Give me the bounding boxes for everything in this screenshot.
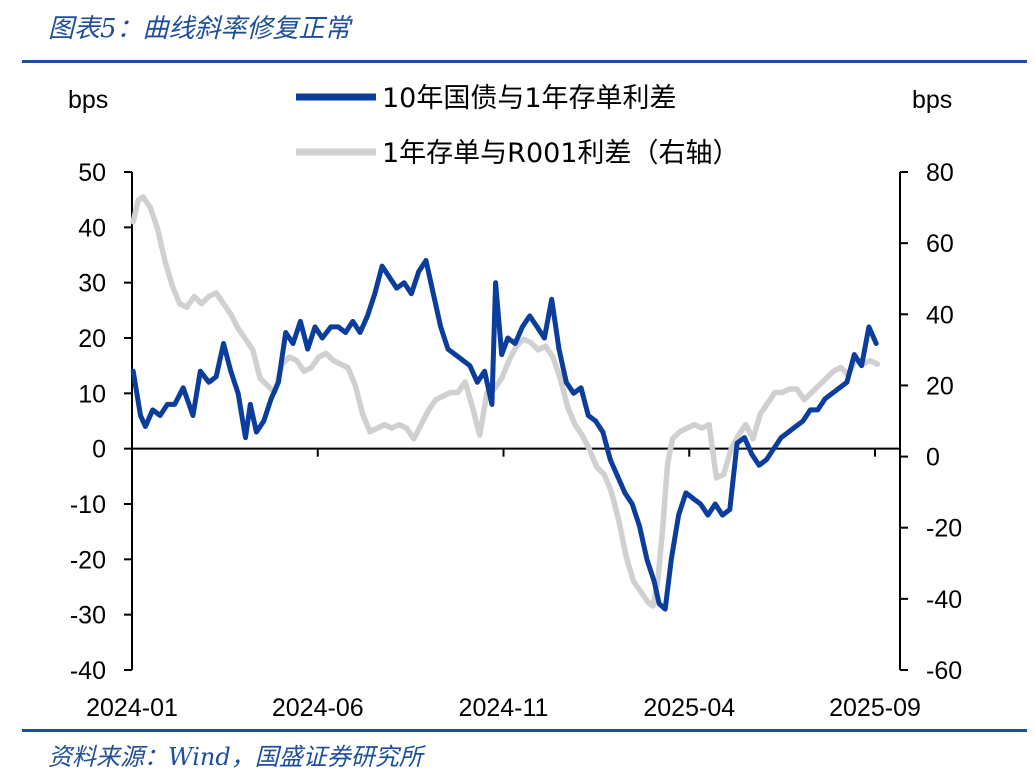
bottom-rule (22, 729, 1027, 732)
right-y-tick-label: 60 (926, 230, 954, 258)
right-axis-unit: bps (912, 86, 952, 114)
x-tick-label: 2024-01 (86, 694, 178, 722)
legend: 10年国债与1年存单利差 1年存单与R001利差（右轴） (296, 83, 739, 169)
left-y-tick-label: -20 (70, 546, 106, 574)
left-y-tick-label: 10 (78, 380, 106, 408)
axes: 50 40 30 20 10 0 -10 -20 -30 -40 80 60 40 20 0 -20 -40 -6… (70, 159, 962, 722)
x-tick-label: 2025-04 (643, 694, 735, 722)
top-rule (22, 60, 1027, 63)
source-note: 资料来源：Wind，国盛证券研究所 (48, 743, 423, 771)
right-y-tick-label: -20 (926, 515, 962, 543)
series-spread-cd-r001-line (130, 194, 881, 609)
right-y-tick-label: 40 (926, 301, 954, 329)
x-tick-label: 2024-11 (459, 694, 549, 722)
right-y-tick-label: 0 (926, 444, 940, 472)
x-tick-label: 2024-06 (272, 694, 364, 722)
left-y-tick-label: -40 (70, 657, 106, 685)
left-y-tick-label: 0 (92, 436, 106, 464)
legend-label-spread-cd-r001: 1年存单与R001利差（右轴） (382, 138, 739, 169)
legend-label-spread-10y-1y: 10年国债与1年存单利差 (382, 83, 677, 114)
right-y-tick-label: -60 (926, 657, 962, 685)
right-y-tick-label: 20 (926, 372, 954, 400)
left-y-tick-label: 20 (78, 325, 106, 353)
right-y-tick-label: 80 (926, 159, 954, 187)
left-y-tick-label: -30 (70, 602, 106, 630)
x-tick-label: 2025-09 (829, 694, 921, 722)
left-y-tick-label: 40 (78, 214, 106, 242)
series-spread-10y-1y-line (130, 258, 879, 612)
figure-title: 图表5：曲线斜率修复正常 (48, 14, 351, 44)
left-y-tick-label: -10 (70, 491, 106, 519)
left-y-tick-label: 30 (78, 270, 106, 298)
right-y-tick-label: -40 (926, 586, 962, 614)
left-y-tick-label: 50 (78, 159, 106, 187)
series-layer (130, 194, 881, 612)
left-axis-unit: bps (68, 86, 108, 114)
